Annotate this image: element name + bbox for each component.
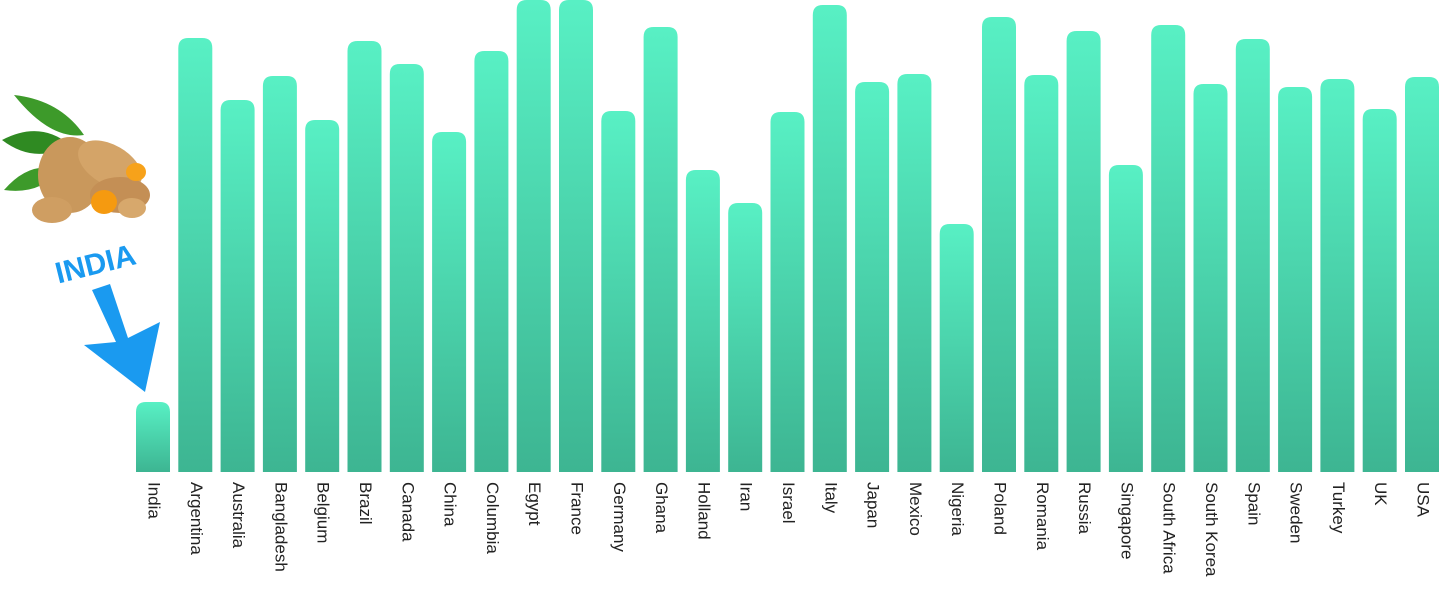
bar — [685, 170, 720, 472]
x-tick-label: UK — [1371, 482, 1390, 506]
bar — [1405, 77, 1439, 472]
x-tick-label: Poland — [991, 482, 1010, 535]
bar — [1024, 75, 1059, 472]
x-tick-label: India — [145, 482, 164, 519]
x-tick-label: Singapore — [1117, 482, 1136, 560]
x-tick-label: Japan — [864, 482, 883, 528]
x-tick-label: Bangladesh — [271, 482, 290, 572]
x-tick-label: South Africa — [1160, 482, 1179, 574]
x-tick-label: Brazil — [356, 482, 375, 525]
bar — [855, 82, 890, 472]
x-tick-label: Germany — [610, 482, 629, 552]
bar — [432, 132, 467, 472]
bar — [1151, 25, 1186, 472]
bar — [1193, 84, 1228, 472]
bar — [643, 27, 678, 472]
x-tick-label: Italy — [821, 482, 840, 514]
bar — [1320, 79, 1355, 472]
x-tick-label: Israel — [779, 482, 798, 524]
x-tick-label: Columbia — [483, 482, 502, 554]
bar — [770, 112, 805, 472]
x-tick-label: Sweden — [1287, 482, 1306, 543]
x-tick-label: Romania — [1033, 482, 1052, 551]
x-tick-label: Iran — [737, 482, 756, 511]
x-tick-label: France — [568, 482, 587, 535]
bar — [1362, 109, 1397, 472]
x-tick-label: Belgium — [314, 482, 333, 543]
bar — [389, 64, 424, 472]
x-tick-label: Egypt — [525, 482, 544, 526]
x-tick-label: Ghana — [652, 482, 671, 534]
x-tick-label: Russia — [1075, 482, 1094, 535]
x-tick-label: Holland — [694, 482, 713, 540]
bar — [220, 100, 255, 472]
bar — [305, 120, 340, 472]
bar — [559, 0, 593, 472]
bar — [136, 402, 170, 472]
bar — [516, 0, 551, 472]
bar — [262, 76, 297, 472]
bar — [474, 51, 509, 472]
turmeric-illustration — [2, 95, 150, 223]
x-tick-label: USA — [1414, 482, 1433, 518]
x-tick-label: Turkey — [1329, 482, 1348, 534]
bar — [347, 41, 382, 472]
bar — [982, 17, 1016, 472]
x-tick-label: Spain — [1244, 482, 1263, 525]
bar — [812, 5, 847, 472]
x-tick-label: Nigeria — [948, 482, 967, 536]
bar — [178, 38, 213, 472]
bar — [1278, 87, 1313, 472]
bar — [897, 74, 932, 472]
bar — [728, 203, 763, 472]
bar — [1235, 39, 1270, 472]
bar — [1066, 31, 1101, 472]
x-tick-label: Canada — [398, 482, 417, 542]
bar — [1108, 165, 1143, 472]
bar — [601, 111, 636, 472]
bar — [939, 224, 974, 472]
annotation-arrow — [84, 284, 160, 392]
x-tick-label: South Korea — [1202, 482, 1221, 577]
x-tick-label: China — [441, 482, 460, 527]
x-tick-label: Argentina — [187, 482, 206, 555]
annotation: INDIA — [52, 239, 139, 291]
x-tick-label: Australia — [229, 482, 248, 549]
x-tick-label: Mexico — [906, 482, 925, 536]
